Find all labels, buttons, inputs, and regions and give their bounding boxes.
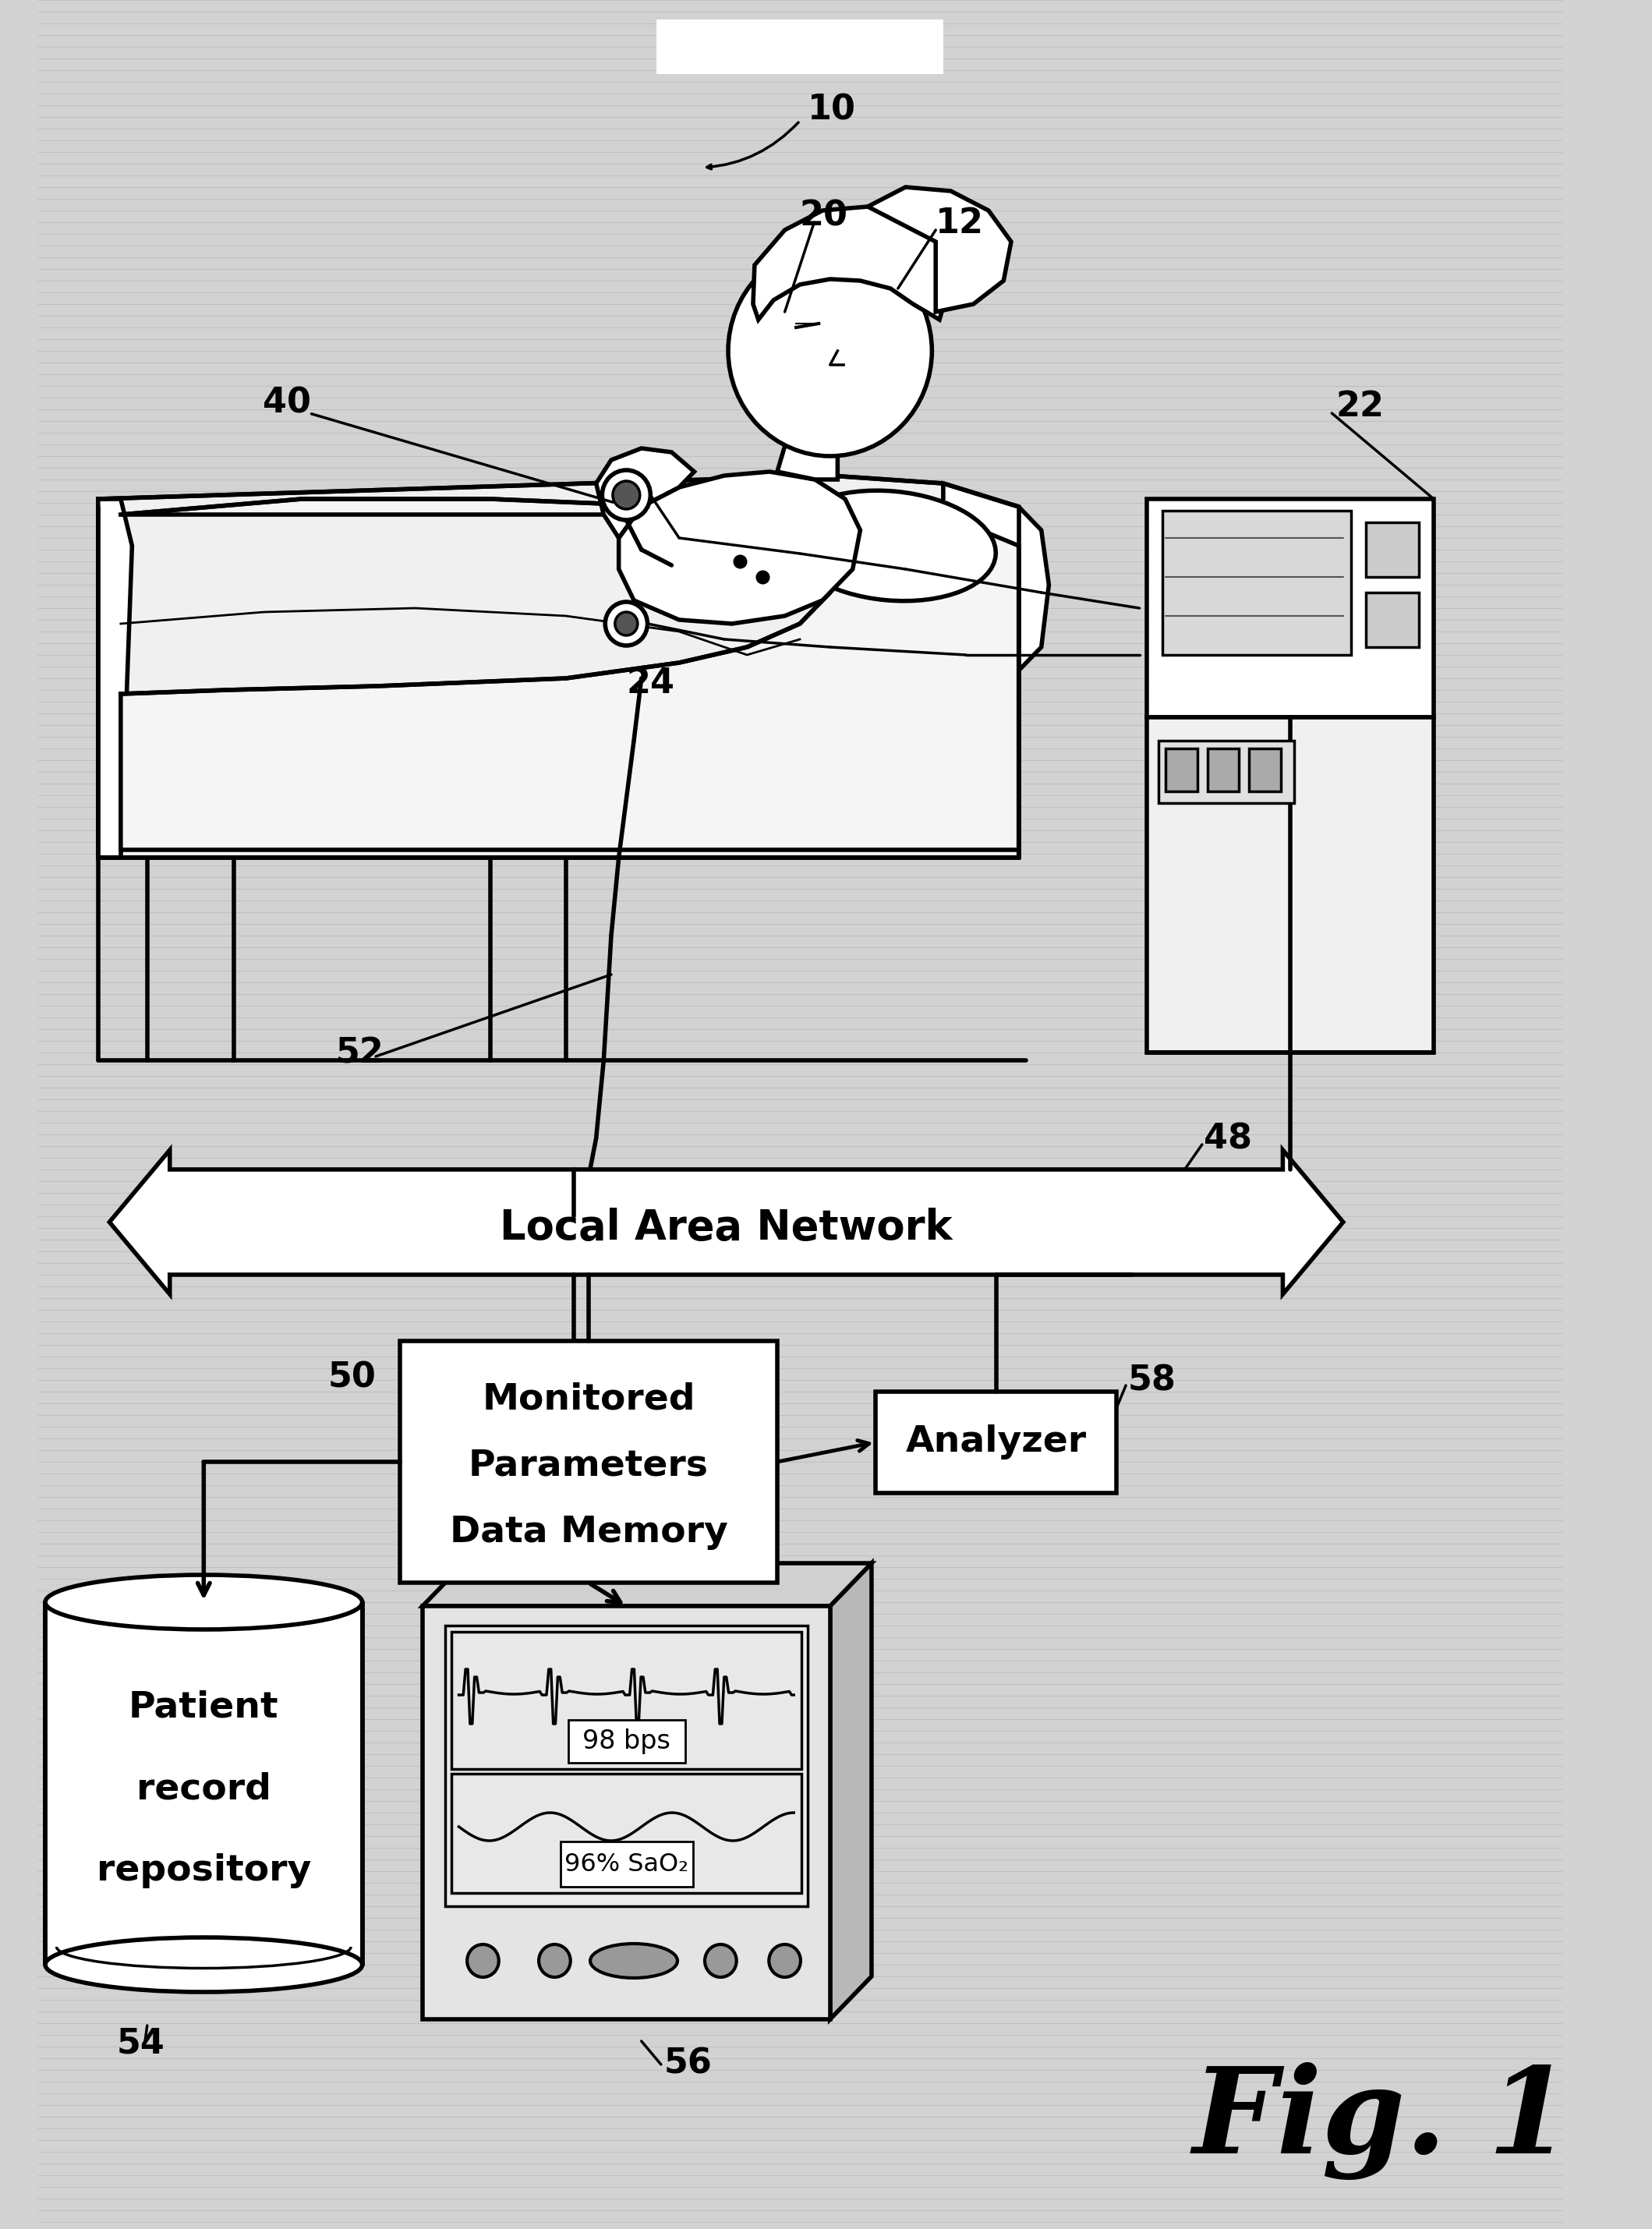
Polygon shape [776,410,838,479]
Text: 10: 10 [808,94,856,127]
Circle shape [729,245,932,457]
Text: 22: 22 [1335,390,1384,424]
Text: Patient: Patient [129,1690,279,1725]
Polygon shape [97,499,132,858]
Polygon shape [423,1563,872,1607]
Bar [1166,749,1198,791]
Text: Fig. 1: Fig. 1 [1193,2062,1571,2180]
Bar [1146,499,1434,718]
Circle shape [539,1944,570,1977]
Bar [656,20,943,74]
Text: 12: 12 [935,207,985,241]
Text: 96% SaO₂: 96% SaO₂ [565,1852,689,1877]
Text: 20: 20 [800,198,847,232]
Text: 54: 54 [117,2026,165,2060]
Circle shape [605,602,648,646]
Text: 58: 58 [1128,1364,1176,1398]
Text: 50: 50 [329,1360,377,1393]
Ellipse shape [590,1944,677,1977]
Text: 56: 56 [664,2046,712,2080]
Ellipse shape [45,1576,362,1629]
Text: 52: 52 [335,1036,383,1070]
Bar [1366,522,1419,577]
Bar [1158,740,1294,802]
Bar [568,1721,686,1763]
Bar [1208,749,1239,791]
Text: repository: repository [96,1855,311,1888]
Bar [400,1342,776,1583]
Circle shape [468,1944,499,1977]
Bar [1366,593,1419,646]
Circle shape [615,613,638,635]
Bar [45,1603,362,1964]
Circle shape [613,481,639,508]
Text: 24: 24 [626,666,674,700]
Bar [1161,510,1351,655]
Polygon shape [920,484,1049,687]
Bar [451,1774,801,1892]
Ellipse shape [785,490,996,602]
Bar [876,1391,1117,1493]
Circle shape [768,1944,801,1977]
Text: Monitored: Monitored [482,1382,695,1418]
Text: Data Memory: Data Memory [449,1513,727,1549]
Polygon shape [753,207,952,319]
Bar [560,1841,692,1886]
Circle shape [705,1944,737,1977]
Text: Parameters: Parameters [469,1449,709,1482]
Bar [1146,718,1434,1052]
Text: Analyzer: Analyzer [905,1424,1087,1460]
Bar [1249,749,1280,791]
Text: 98 bps: 98 bps [582,1727,671,1754]
Text: 40: 40 [263,386,311,419]
Text: record: record [137,1772,271,1808]
Text: Local Area Network: Local Area Network [501,1208,953,1248]
Bar [451,1632,801,1770]
Ellipse shape [45,1937,362,1993]
Bar [423,1607,829,2019]
Polygon shape [620,473,861,624]
Text: 48: 48 [1204,1123,1252,1157]
Polygon shape [829,1563,872,2019]
Polygon shape [109,1150,1343,1295]
Polygon shape [97,475,1019,858]
Polygon shape [596,448,694,537]
Circle shape [603,470,651,519]
Polygon shape [121,499,1019,849]
Polygon shape [867,187,1011,312]
Bar [444,1625,808,1906]
